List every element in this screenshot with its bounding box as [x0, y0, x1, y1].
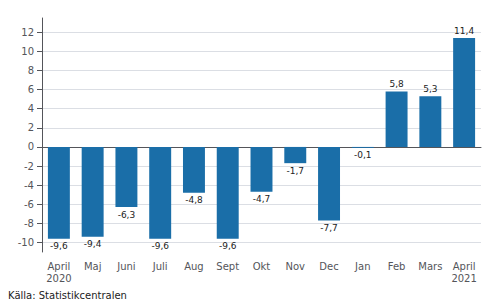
svg-text:-9,6: -9,6	[219, 241, 237, 251]
svg-text:11,4: 11,4	[454, 26, 474, 36]
svg-text:-10: -10	[18, 237, 34, 248]
svg-text:5,8: 5,8	[389, 79, 404, 89]
svg-text:8: 8	[28, 65, 34, 76]
svg-text:Aug: Aug	[184, 261, 204, 272]
svg-text:2020: 2020	[46, 273, 71, 284]
svg-text:Källa: Statistikcentralen: Källa: Statistikcentralen	[8, 290, 127, 301]
svg-text:-6,3: -6,3	[118, 210, 136, 220]
svg-text:-9,6: -9,6	[50, 241, 68, 251]
svg-text:-4,8: -4,8	[185, 195, 203, 205]
svg-text:12: 12	[21, 27, 34, 38]
svg-text:Sept: Sept	[216, 261, 239, 272]
svg-text:Nov: Nov	[286, 261, 306, 272]
svg-text:Mars: Mars	[418, 261, 442, 272]
svg-text:6: 6	[28, 84, 34, 95]
svg-text:Juli: Juli	[152, 261, 168, 272]
svg-text:April: April	[453, 261, 476, 272]
svg-text:4: 4	[28, 103, 34, 114]
svg-text:-7,7: -7,7	[320, 223, 338, 233]
svg-text:Maj: Maj	[84, 261, 102, 272]
svg-text:-4,7: -4,7	[253, 194, 271, 204]
svg-text:Jan: Jan	[354, 261, 370, 272]
svg-text:-9,4: -9,4	[84, 239, 102, 249]
svg-text:2: 2	[28, 122, 34, 133]
svg-text:Feb: Feb	[388, 261, 406, 272]
svg-text:-0,1: -0,1	[354, 150, 372, 160]
svg-text:-8: -8	[24, 218, 34, 229]
svg-text:10: 10	[21, 46, 34, 57]
svg-text:0: 0	[28, 141, 34, 152]
svg-text:Juni: Juni	[116, 261, 135, 272]
svg-text:Okt: Okt	[253, 261, 271, 272]
svg-text:Dec: Dec	[319, 261, 338, 272]
svg-text:5,3: 5,3	[423, 84, 437, 94]
svg-text:-6: -6	[24, 199, 34, 210]
svg-text:-9,6: -9,6	[151, 241, 169, 251]
svg-text:-4: -4	[24, 180, 34, 191]
svg-text:-1,7: -1,7	[286, 166, 304, 176]
svg-text:April: April	[47, 261, 70, 272]
svg-text:2021: 2021	[451, 273, 476, 284]
svg-text:-2: -2	[24, 161, 34, 172]
